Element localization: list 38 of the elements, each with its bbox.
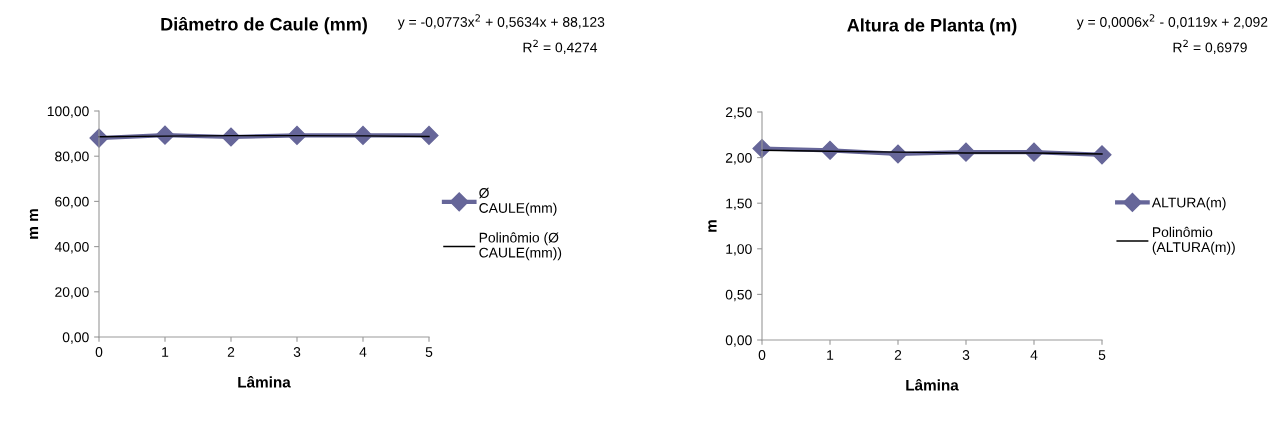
- x-axis-title: Lâmina: [906, 379, 959, 391]
- x-tick-label: 1: [162, 347, 169, 357]
- x-tick-label: 3: [293, 347, 301, 357]
- text: R$^{2}$ = 0,6979: [1173, 39, 1247, 55]
- text: R$^{2}$ = 0,4274: [523, 39, 598, 55]
- x-tick-label: 1: [827, 350, 834, 360]
- y-tick-label: 100,00: [47, 106, 89, 118]
- chart-title: Diâmetro de Caule (mm): [161, 16, 367, 35]
- x-tick-label: 0: [95, 347, 103, 357]
- y-axis-title: m m: [29, 209, 39, 239]
- y-tick-label: 40,00: [54, 241, 89, 254]
- y-tick-label: 2,50: [725, 107, 752, 119]
- y-axis-title: m: [708, 220, 717, 232]
- x-tick-label: 4: [1030, 350, 1038, 360]
- x-tick-label: 4: [359, 347, 367, 357]
- y-tick-label: 0,00: [725, 335, 752, 347]
- y-tick-label: 1,00: [726, 244, 752, 256]
- y-tick-label: 0,00: [62, 332, 89, 344]
- x-tick-label: 2: [894, 350, 902, 360]
- text: y = 0,0006x$^{2}$ - 0,0119x + 2,092: [1076, 14, 1268, 30]
- legend-label: Polinômio (ALTURA(m)): [1152, 226, 1235, 255]
- y-tick-label: 60,00: [55, 196, 89, 209]
- text: y = -0,0773x$^{2}$ + 0,5634x + 88,123: [397, 14, 605, 30]
- y-tick-label: 2,00: [725, 152, 752, 165]
- legend-label: Ø CAULE(mm): [479, 187, 557, 216]
- chart-title: Altura de Planta (m): [847, 18, 1017, 36]
- y-tick-label: 80,00: [55, 151, 89, 164]
- y-tick-label: 20,00: [55, 287, 89, 299]
- legend-label: Polinômio (Ø CAULE(mm)): [479, 232, 562, 261]
- x-axis-title: Lâmina: [238, 376, 291, 388]
- y-tick-label: 0,50: [725, 289, 752, 302]
- x-tick-label: 5: [1098, 350, 1106, 360]
- x-tick-label: 3: [962, 350, 970, 360]
- x-tick-label: 2: [227, 347, 235, 357]
- legend-label: ALTURA(m): [1151, 197, 1226, 211]
- x-tick-label: 0: [758, 350, 766, 360]
- x-tick-label: 5: [425, 347, 433, 357]
- y-tick-label: 1,50: [726, 198, 752, 211]
